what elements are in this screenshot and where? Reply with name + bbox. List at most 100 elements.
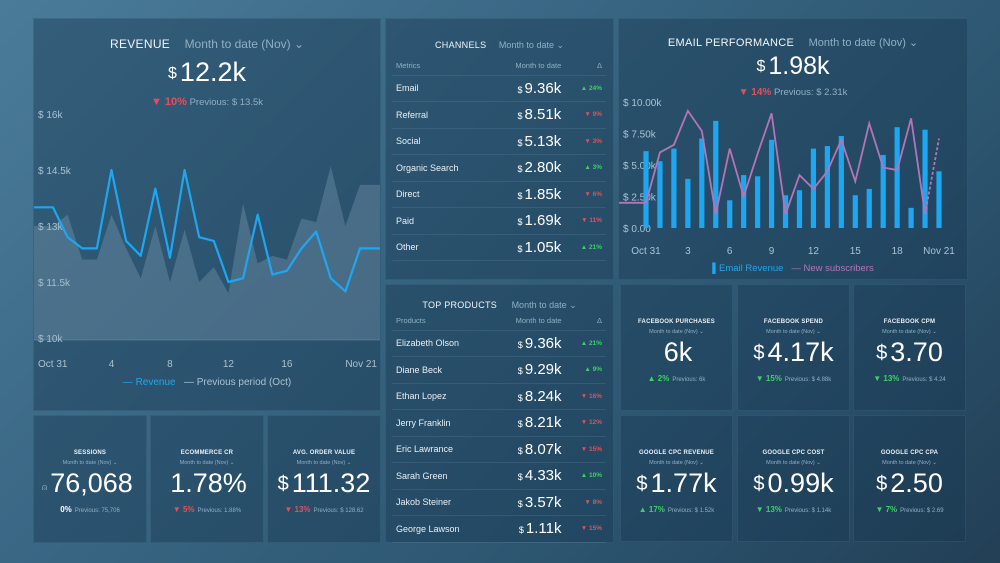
row-delta: ▼ 9% bbox=[565, 101, 606, 129]
row-delta: ▲ 24% bbox=[565, 75, 606, 102]
kpi-period-select[interactable]: Month to date (Nov) ⌄ bbox=[649, 460, 704, 466]
email-value: $1.98k bbox=[619, 52, 967, 81]
row-value: $8.07k bbox=[490, 436, 566, 463]
email-widget: EMAIL PERFORMANCE Month to date (Nov) ⌄ … bbox=[618, 18, 968, 280]
row-name: Sarah Green bbox=[392, 462, 491, 490]
email-period-select[interactable]: Month to date (Nov) ⌄ bbox=[808, 37, 919, 49]
row-value: $9.36k bbox=[490, 330, 566, 357]
kpi-title: AVG. ORDER VALUE bbox=[292, 450, 356, 456]
kpi-period-select[interactable]: Month to date (Nov) ⌄ bbox=[766, 329, 821, 335]
kpi-period-select[interactable]: Month to date (Nov) ⌄ bbox=[882, 329, 937, 335]
row-name: George Lawson bbox=[392, 515, 491, 543]
row-value: $8.24k bbox=[490, 383, 566, 410]
table-row[interactable]: Ethan Lopez $8.24k ▼ 16% bbox=[392, 383, 606, 410]
table-header-row: Products Month to date Δ bbox=[392, 312, 606, 331]
row-name: Social bbox=[392, 128, 491, 155]
table-row[interactable]: Sarah Green $4.33k ▲ 10% bbox=[392, 462, 606, 490]
kpi-title: FACEBOOK SPEND bbox=[763, 319, 824, 325]
kpi-value: 1.78% bbox=[170, 468, 247, 498]
row-value: $1.11k bbox=[490, 515, 566, 543]
table-row[interactable]: Referral $8.51k ▼ 9% bbox=[392, 101, 606, 129]
email-change: ▼ 14% Previous: $ 2.31k bbox=[619, 87, 967, 98]
table-row[interactable]: Other $1.05k ▲ 21% bbox=[392, 234, 606, 261]
row-value: $5.13k bbox=[490, 128, 566, 155]
channels-header: CHANNELS Month to date ⌄ bbox=[386, 40, 613, 51]
kpi-title: ECOMMERCE CR bbox=[180, 450, 234, 456]
kpi-card-sessions: SESSIONS Month to date (Nov) ⌄ ⍝ 76,068 0… bbox=[33, 415, 147, 543]
kpi-previous: Previous: 75,706 bbox=[74, 508, 120, 514]
currency-symbol: $ bbox=[876, 473, 888, 495]
table-row[interactable]: Email $9.36k ▲ 24% bbox=[392, 75, 606, 102]
kpi-change-pct: ▼ 13% bbox=[873, 374, 900, 383]
currency-symbol: $ bbox=[517, 137, 523, 148]
row-value: $8.21k bbox=[490, 409, 566, 437]
currency-symbol: $ bbox=[517, 164, 523, 175]
kpi-change: ▼ 15% Previous: $ 4.88k bbox=[738, 374, 849, 383]
row-delta: ▼ 12% bbox=[565, 409, 606, 437]
currency-symbol: $ bbox=[756, 58, 766, 75]
email-change-pct: ▼ 14% bbox=[738, 87, 772, 98]
kpi-value: $3.70 bbox=[876, 337, 943, 367]
row-value: $8.51k bbox=[490, 101, 566, 129]
channels-period-select[interactable]: Month to date ⌄ bbox=[498, 40, 565, 50]
table-row[interactable]: Eric Lawrance $8.07k ▼ 15% bbox=[392, 436, 606, 463]
currency-symbol: $ bbox=[517, 190, 523, 201]
row-value: $1.85k bbox=[490, 181, 566, 208]
kpi-previous: Previous: $ 4.88k bbox=[784, 377, 832, 383]
kpi-period-select[interactable]: Month to date (Nov) ⌄ bbox=[649, 329, 704, 335]
kpi-previous: Previous: $ 128.62 bbox=[313, 508, 364, 514]
kpi-change: ▼ 13% Previous: $ 128.62 bbox=[268, 505, 380, 514]
products-header: TOP PRODUCTS Month to date ⌄ bbox=[386, 295, 613, 313]
table-row[interactable]: Direct $1.85k ▼ 6% bbox=[392, 181, 606, 208]
row-name: Ethan Lopez bbox=[392, 383, 491, 410]
kpi-period-select[interactable]: Month to date (Nov) ⌄ bbox=[882, 460, 937, 466]
table-row[interactable]: Diane Beck $9.29k ▲ 9% bbox=[392, 356, 606, 384]
row-delta: ▲ 9% bbox=[565, 356, 606, 384]
kpi-previous: Previous: $ 1.14k bbox=[784, 508, 832, 514]
kpi-change-pct: ▼ 7% bbox=[875, 505, 898, 514]
table-row[interactable]: Social $5.13k ▼ 3% bbox=[392, 128, 606, 155]
legend-revenue: — Revenue bbox=[122, 377, 176, 388]
channels-widget: CHANNELS Month to date ⌄ Metrics Month to… bbox=[385, 18, 614, 280]
revenue-legend: — Revenue — Previous period (Oct) bbox=[34, 377, 380, 388]
kpi-card-google-cpc-cpa: GOOGLE CPC CPA Month to date (Nov) ⌄ $2.… bbox=[853, 415, 966, 542]
kpi-change-pct: ▲ 2% bbox=[647, 374, 670, 383]
kpi-title: GOOGLE CPC CPA bbox=[880, 450, 939, 456]
kpi-value: $111.32 bbox=[277, 468, 371, 498]
currency-symbol: $ bbox=[517, 84, 523, 95]
user-icon: ⍝ bbox=[42, 482, 48, 492]
row-delta: ▼ 11% bbox=[565, 207, 606, 235]
kpi-change-pct: 0% bbox=[60, 505, 72, 514]
revenue-previous: Previous: $ 13.5k bbox=[189, 97, 263, 108]
legend-previous: — Previous period (Oct) bbox=[183, 377, 292, 388]
kpi-change: ▼ 5% Previous: 1.88% bbox=[151, 505, 263, 514]
revenue-period-select[interactable]: Month to date (Nov) ⌄ bbox=[184, 37, 304, 51]
kpi-card-ecommerce-cr: ECOMMERCE CR Month to date (Nov) ⌄ 1.78%… bbox=[150, 415, 264, 543]
table-row[interactable]: George Lawson $1.11k ▼ 15% bbox=[392, 515, 606, 543]
email-title: EMAIL PERFORMANCE bbox=[667, 37, 795, 49]
kpi-period-select[interactable]: Month to date (Nov) ⌄ bbox=[62, 460, 118, 466]
row-delta: ▼ 15% bbox=[565, 515, 606, 543]
column-header: Products bbox=[392, 312, 491, 331]
row-value: $1.05k bbox=[490, 234, 566, 261]
products-table: Products Month to date Δ Elizabeth Olson $9… bbox=[392, 312, 606, 543]
table-row[interactable]: Organic Search $2.80k ▲ 3% bbox=[392, 154, 606, 182]
table-row[interactable]: Paid $1.69k ▼ 11% bbox=[392, 207, 606, 235]
row-name: Paid bbox=[392, 207, 491, 235]
row-name: Elizabeth Olson bbox=[392, 330, 491, 357]
kpi-change: ▼ 7% Previous: $ 2.69 bbox=[854, 505, 965, 514]
currency-symbol: $ bbox=[517, 366, 523, 377]
row-name: Jerry Franklin bbox=[392, 409, 491, 437]
products-period-select[interactable]: Month to date ⌄ bbox=[511, 300, 577, 310]
row-value: $9.36k bbox=[490, 75, 566, 102]
column-header: Δ bbox=[565, 312, 606, 331]
table-row[interactable]: Elizabeth Olson $9.36k ▲ 21% bbox=[392, 330, 606, 357]
kpi-period-select[interactable]: Month to date (Nov) ⌄ bbox=[179, 460, 235, 466]
kpi-period-select[interactable]: Month to date (Nov) ⌄ bbox=[766, 460, 821, 466]
kpi-period-select[interactable]: Month to date (Nov) ⌄ bbox=[296, 460, 352, 466]
table-row[interactable]: Jerry Franklin $8.21k ▼ 12% bbox=[392, 409, 606, 437]
kpi-change-pct: ▼ 13% bbox=[755, 505, 782, 514]
row-delta: ▼ 8% bbox=[565, 489, 606, 516]
kpi-card-google-cpc-revenue: GOOGLE CPC REVENUE Month to date (Nov) ⌄… bbox=[620, 415, 733, 542]
table-row[interactable]: Jakob Steiner $3.57k ▼ 8% bbox=[392, 489, 606, 516]
